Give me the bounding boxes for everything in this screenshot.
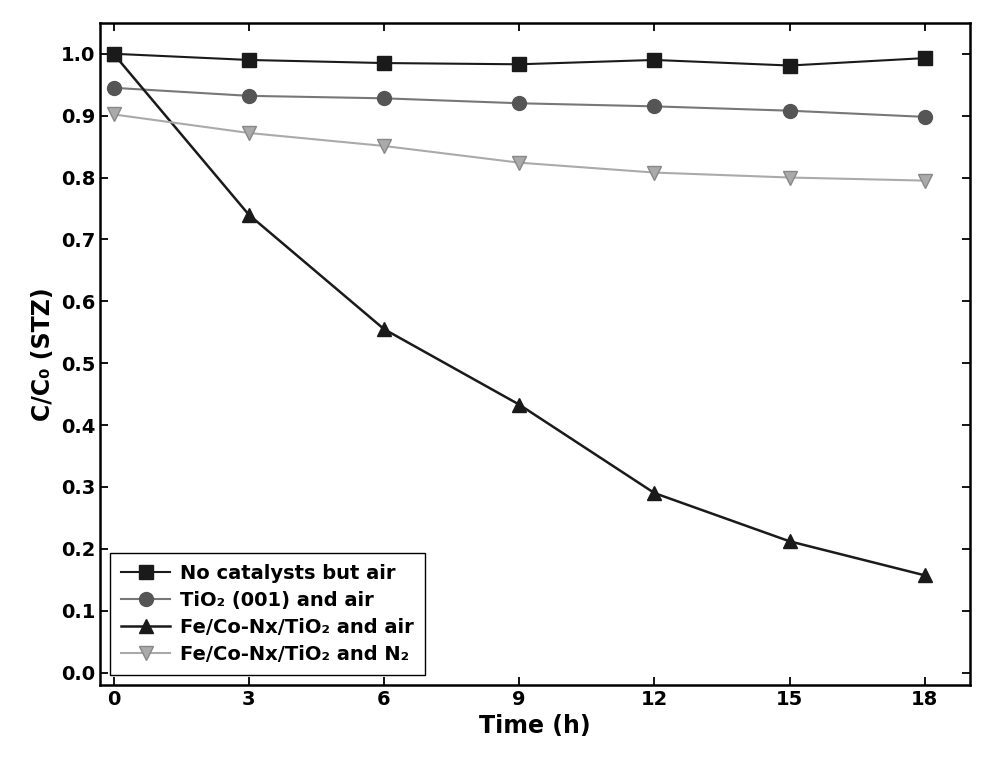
No catalysts but air <box>513 59 525 68</box>
Fe/Co-Nx/TiO₂ and air <box>648 489 660 498</box>
Line: TiO₂ (001) and air: TiO₂ (001) and air <box>107 81 932 124</box>
No catalysts but air <box>648 56 660 65</box>
TiO₂ (001) and air <box>243 91 255 100</box>
Fe/Co-Nx/TiO₂ and N₂ <box>784 173 796 182</box>
Fe/Co-Nx/TiO₂ and N₂ <box>648 168 660 177</box>
TiO₂ (001) and air <box>648 102 660 111</box>
TiO₂ (001) and air <box>784 106 796 115</box>
Fe/Co-Nx/TiO₂ and N₂ <box>513 158 525 167</box>
Line: Fe/Co-Nx/TiO₂ and N₂: Fe/Co-Nx/TiO₂ and N₂ <box>107 107 932 187</box>
Fe/Co-Nx/TiO₂ and air <box>919 571 931 580</box>
Fe/Co-Nx/TiO₂ and N₂ <box>378 142 390 151</box>
Fe/Co-Nx/TiO₂ and air <box>784 537 796 546</box>
TiO₂ (001) and air <box>108 83 120 92</box>
Line: No catalysts but air: No catalysts but air <box>107 47 932 72</box>
No catalysts but air <box>243 56 255 65</box>
Fe/Co-Nx/TiO₂ and air <box>243 210 255 219</box>
Line: Fe/Co-Nx/TiO₂ and air: Fe/Co-Nx/TiO₂ and air <box>107 47 932 582</box>
Legend: No catalysts but air, TiO₂ (001) and air, Fe/Co-Nx/TiO₂ and air, Fe/Co-Nx/TiO₂ a: No catalysts but air, TiO₂ (001) and air… <box>110 552 425 675</box>
No catalysts but air <box>919 53 931 62</box>
No catalysts but air <box>378 59 390 68</box>
Fe/Co-Nx/TiO₂ and N₂ <box>919 176 931 185</box>
Fe/Co-Nx/TiO₂ and N₂ <box>108 110 120 119</box>
No catalysts but air <box>108 49 120 59</box>
X-axis label: Time (h): Time (h) <box>479 715 591 738</box>
No catalysts but air <box>784 61 796 70</box>
Fe/Co-Nx/TiO₂ and air <box>378 324 390 333</box>
Fe/Co-Nx/TiO₂ and N₂ <box>243 129 255 138</box>
TiO₂ (001) and air <box>513 99 525 108</box>
Fe/Co-Nx/TiO₂ and air <box>513 400 525 409</box>
Fe/Co-Nx/TiO₂ and air <box>108 49 120 59</box>
Y-axis label: C/C₀ (STZ): C/C₀ (STZ) <box>31 287 55 421</box>
TiO₂ (001) and air <box>378 94 390 103</box>
TiO₂ (001) and air <box>919 113 931 122</box>
